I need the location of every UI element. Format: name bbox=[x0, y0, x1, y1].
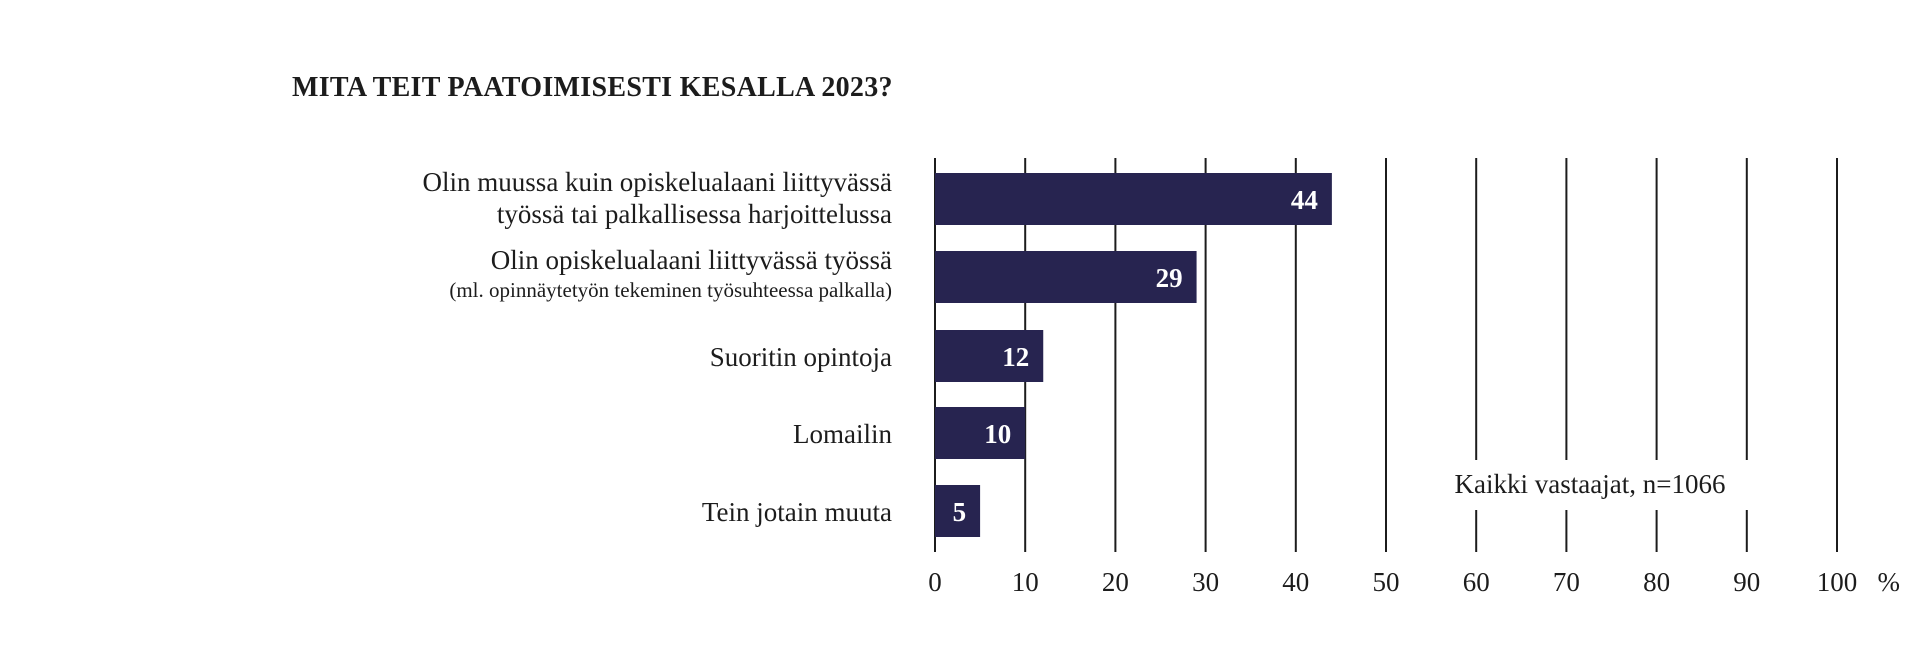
bar bbox=[935, 485, 981, 537]
bar bbox=[935, 407, 1026, 459]
x-tick-label: 30 bbox=[1192, 567, 1219, 597]
x-tick-label: 40 bbox=[1282, 567, 1309, 597]
x-tick-label: 20 bbox=[1102, 567, 1129, 597]
category-label: Suoritin opintoja bbox=[710, 342, 892, 372]
category-labels: Olin muussa kuin opiskelualaani liittyvä… bbox=[423, 167, 893, 527]
bars: 44 29 12 10 5 bbox=[935, 173, 1332, 537]
bar-value-label: 29 bbox=[1156, 263, 1183, 293]
bar-value-label: 10 bbox=[984, 419, 1011, 449]
bar-value-label: 12 bbox=[1002, 342, 1029, 372]
category-label: työssä tai palkallisessa harjoittelussa bbox=[497, 199, 892, 229]
category-label: (ml. opinnäytetyön tekeminen työsuhteess… bbox=[449, 278, 892, 302]
respondents-note: Kaikki vastaajat, n=1066 bbox=[1455, 469, 1726, 499]
x-tick-label: 50 bbox=[1373, 567, 1400, 597]
chart-title: MITA TEIT PAATOIMISESTI KESALLA 2023? bbox=[292, 72, 893, 103]
category-label: Lomailin bbox=[793, 419, 892, 449]
bar-value-label: 44 bbox=[1291, 185, 1318, 215]
x-tick-label: 0 bbox=[928, 567, 942, 597]
x-tick-label: 100 bbox=[1817, 567, 1858, 597]
bar bbox=[935, 173, 1332, 225]
category-label: Olin muussa kuin opiskelualaani liittyvä… bbox=[423, 167, 892, 197]
bar-value-label: 5 bbox=[953, 497, 967, 527]
x-tick-label: 80 bbox=[1643, 567, 1670, 597]
note-background bbox=[1425, 460, 1755, 510]
category-label: Tein jotain muuta bbox=[702, 497, 892, 527]
x-tick-label: 70 bbox=[1553, 567, 1580, 597]
bar bbox=[935, 330, 1044, 382]
x-tick-label: 10 bbox=[1012, 567, 1039, 597]
x-tick-label: 90 bbox=[1733, 567, 1760, 597]
category-label: Olin opiskelualaani liittyvässä työssä bbox=[491, 245, 892, 275]
bar bbox=[935, 251, 1197, 303]
x-axis-ticks: 0 10 20 30 40 50 60 70 80 90 100 bbox=[928, 567, 1857, 597]
x-axis-unit: % bbox=[1878, 567, 1901, 597]
x-tick-label: 60 bbox=[1463, 567, 1490, 597]
